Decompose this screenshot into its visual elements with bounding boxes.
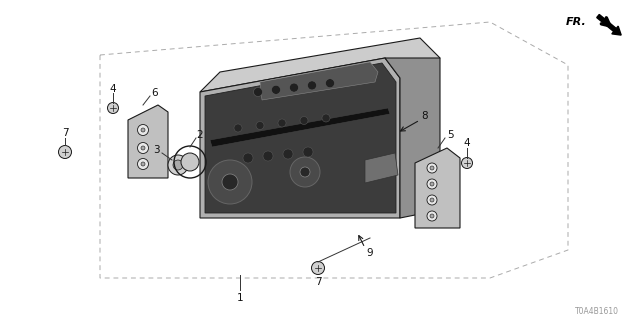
Text: 7: 7 — [315, 277, 321, 287]
Text: 9: 9 — [367, 248, 373, 258]
Circle shape — [141, 162, 145, 166]
Text: FR.: FR. — [566, 17, 587, 27]
Circle shape — [108, 102, 118, 114]
Circle shape — [222, 174, 238, 190]
Circle shape — [430, 182, 434, 186]
Text: T0A4B1610: T0A4B1610 — [575, 308, 619, 316]
Circle shape — [300, 116, 308, 124]
Circle shape — [307, 81, 317, 90]
Polygon shape — [205, 63, 396, 213]
Circle shape — [461, 157, 472, 169]
Circle shape — [168, 155, 188, 175]
Circle shape — [427, 211, 437, 221]
Circle shape — [303, 147, 313, 157]
Circle shape — [290, 157, 320, 187]
Circle shape — [326, 79, 335, 88]
Circle shape — [278, 119, 286, 127]
Circle shape — [300, 167, 310, 177]
Circle shape — [181, 153, 199, 171]
Circle shape — [138, 158, 148, 170]
Circle shape — [253, 87, 262, 97]
Text: 3: 3 — [153, 145, 159, 155]
Circle shape — [173, 160, 183, 170]
FancyArrow shape — [596, 14, 621, 35]
Text: 6: 6 — [152, 88, 158, 98]
Circle shape — [430, 214, 434, 218]
Circle shape — [138, 142, 148, 154]
Polygon shape — [365, 153, 398, 183]
Text: 4: 4 — [464, 138, 470, 148]
Text: 8: 8 — [422, 111, 428, 121]
Circle shape — [208, 160, 252, 204]
Polygon shape — [415, 148, 460, 228]
Circle shape — [430, 166, 434, 170]
Text: 1: 1 — [237, 293, 243, 303]
Circle shape — [234, 124, 242, 132]
Circle shape — [322, 114, 330, 122]
Circle shape — [141, 128, 145, 132]
Circle shape — [430, 198, 434, 202]
Text: 2: 2 — [196, 130, 204, 140]
Polygon shape — [200, 38, 440, 92]
Text: 4: 4 — [109, 84, 116, 94]
Polygon shape — [128, 105, 168, 178]
Circle shape — [427, 179, 437, 189]
Polygon shape — [210, 108, 390, 147]
Circle shape — [141, 146, 145, 150]
Circle shape — [283, 149, 293, 159]
Circle shape — [243, 153, 253, 163]
Circle shape — [289, 83, 298, 92]
Circle shape — [427, 163, 437, 173]
Polygon shape — [385, 58, 440, 218]
Circle shape — [256, 122, 264, 130]
Polygon shape — [200, 58, 400, 218]
Circle shape — [312, 261, 324, 275]
Polygon shape — [260, 62, 378, 100]
Circle shape — [427, 195, 437, 205]
Circle shape — [263, 151, 273, 161]
Text: 7: 7 — [61, 128, 68, 138]
Circle shape — [138, 124, 148, 135]
Text: 5: 5 — [447, 130, 453, 140]
Circle shape — [271, 85, 280, 94]
Circle shape — [58, 146, 72, 158]
